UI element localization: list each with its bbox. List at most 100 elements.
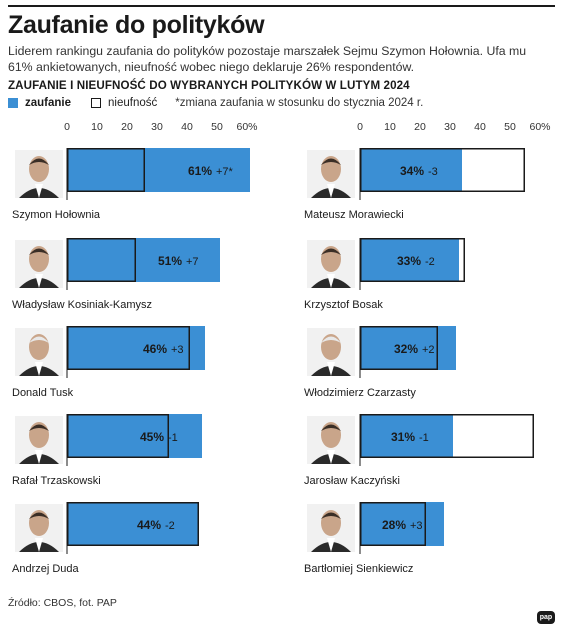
bar-row: 34% -3 Mateusz Morawiecki [304,148,525,221]
portrait-shirt [35,450,43,464]
trust-value-label: 51% [158,254,182,268]
pap-logo: pap [537,611,555,624]
bar-row: 31% -1 Jarosław Kaczyński [304,414,534,487]
legend-trust-swatch [8,98,18,108]
trust-bar [360,238,459,282]
trust-value-label: 32% [394,342,418,356]
portrait-hair [29,512,49,519]
trust-bar [360,148,462,192]
x-tick-label: 50 [504,121,516,133]
portrait-hair [321,336,341,343]
trust-value-label: 33% [397,254,421,268]
change-label: -2 [165,520,175,532]
distrust-bar [360,238,465,282]
x-tick-label: 60% [236,121,257,133]
politician-name: Jarosław Kaczyński [304,475,400,487]
x-tick-label: 10 [384,121,396,133]
source-note: Źródło: CBOS, fot. PAP [8,597,117,609]
trust-value-label: 46% [143,342,167,356]
bar-row: 33% -2 Krzysztof Bosak [304,238,465,311]
portrait-hair [29,158,49,165]
x-tick-label: 0 [357,121,363,133]
portrait-shirt [35,184,43,198]
portrait-shirt [327,450,335,464]
x-axis: 0 10 20 30 40 50 60% [357,121,550,133]
bar-row: 61% +7* Szymon Hołownia [12,148,250,221]
distrust-bar [67,148,145,192]
portrait-hair [321,512,341,519]
politician-name: Bartłomiej Sienkiewicz [304,563,413,575]
legend-trust-label: zaufanie [25,97,72,109]
portrait-hair [321,158,341,165]
x-axis: 0 10 20 30 40 50 60% [64,121,257,133]
top-rule [8,5,555,7]
bar-row: 45% -1 Rafał Trzaskowski [12,414,202,487]
x-tick-label: 30 [444,121,456,133]
bar-row: 44% -2 Andrzej Duda [12,502,199,575]
page-title: Zaufanie do polityków [8,11,265,39]
distrust-bar [360,414,534,458]
trust-value-label: 61% [188,164,212,178]
politician-name: Włodzimierz Czarzasty [304,387,416,399]
politician-name: Szymon Hołownia [12,209,101,221]
bar-row: 46% +3 Donald Tusk [12,326,205,399]
portrait-hair [29,248,49,255]
change-label: +2 [422,344,435,356]
bar-row: 51% +7 Władysław Kosiniak-Kamysz [12,238,220,311]
change-label: +7* [216,166,234,178]
distrust-bar [67,414,169,458]
bar-row: 32% +2 Włodzimierz Czarzasty [304,326,456,399]
trust-bar [67,148,250,192]
portrait-hair [29,336,49,343]
change-label: -2 [425,256,435,268]
trust-bar [360,502,444,546]
trust-value-label: 28% [382,518,406,532]
portrait-shirt [35,362,43,376]
politician-name: Krzysztof Bosak [304,299,383,311]
trust-value-label: 31% [391,430,415,444]
change-label: -3 [428,166,438,178]
distrust-bar [67,238,136,282]
portrait-shirt [327,184,335,198]
legend-note: *zmiana zaufania w stosunku do stycznia … [175,97,424,109]
change-label: +7 [186,256,199,268]
politician-name: Władysław Kosiniak-Kamysz [12,299,152,311]
portrait-shirt [327,274,335,288]
distrust-bar [360,326,438,370]
trust-bar [67,238,220,282]
politician-name: Rafał Trzaskowski [12,475,101,487]
change-label: +3 [171,344,184,356]
trust-bar [67,326,205,370]
change-label: -1 [419,432,429,444]
politician-name: Mateusz Morawiecki [304,209,404,221]
bar-row: 28% +3 Bartłomiej Sienkiewicz [304,502,444,575]
x-tick-label: 60% [529,121,550,133]
portrait-hair [321,248,341,255]
change-label: +3 [410,520,423,532]
x-tick-label: 40 [474,121,486,133]
legend: zaufanie nieufność *zmiana zaufania w st… [8,96,423,110]
portrait-shirt [35,274,43,288]
lede-text: Liderem rankingu zaufania do polityków p… [8,44,527,74]
politician-name: Andrzej Duda [12,563,80,575]
trust-value-label: 34% [400,164,424,178]
x-tick-label: 50 [211,121,223,133]
portrait-hair [29,424,49,431]
x-tick-label: 20 [414,121,426,133]
x-tick-label: 40 [181,121,193,133]
distrust-bar [360,148,525,192]
portrait-hair [321,424,341,431]
trust-value-label: 44% [137,518,161,532]
change-label: -1 [168,432,178,444]
portrait-shirt [327,538,335,552]
portrait-shirt [327,362,335,376]
trust-bar [67,414,202,458]
distrust-bar [67,326,190,370]
chart-subtitle: ZAUFANIE I NIEUFNOŚĆ DO WYBRANYCH POLITY… [8,79,410,92]
politician-name: Donald Tusk [12,387,74,399]
x-tick-label: 30 [151,121,163,133]
trust-bar [360,414,453,458]
x-tick-label: 20 [121,121,133,133]
portrait-shirt [35,538,43,552]
